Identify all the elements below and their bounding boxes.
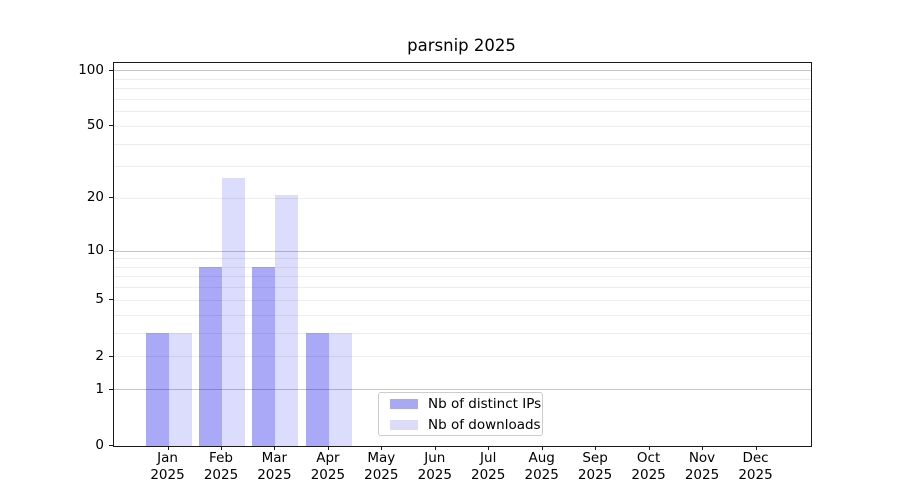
gridline-minor-60 — [114, 111, 811, 113]
bar-distinct-ips-apr — [305, 333, 329, 446]
legend-swatch-downloads — [390, 419, 418, 430]
y-tick-label-0: 0 — [95, 437, 104, 453]
x-tick-mark — [274, 446, 276, 450]
x-tick-label-jan: Jan 2025 — [150, 450, 185, 483]
plot-area — [113, 62, 812, 447]
gridline-minor-6 — [114, 287, 811, 289]
y-tick-label-2: 2 — [95, 347, 104, 364]
gridline-minor-9 — [114, 258, 811, 260]
bar-distinct-ips-feb — [199, 267, 222, 446]
x-tick-label-aug: Aug 2025 — [524, 450, 559, 483]
y-tick-mark — [109, 388, 113, 390]
x-tick-label-oct: Oct 2025 — [631, 450, 666, 483]
x-tick-label-mar: Mar 2025 — [257, 450, 292, 483]
x-tick-label-feb: Feb 2025 — [203, 450, 239, 483]
y-tick-label-100: 100 — [78, 61, 104, 78]
gridline-minor-40 — [114, 143, 811, 145]
y-tick-label-20: 20 — [86, 189, 104, 206]
gridline-major-10 — [114, 250, 811, 252]
gridline-minor-3 — [114, 332, 811, 334]
x-tick-label-apr: Apr 2025 — [310, 450, 346, 483]
legend-label-distinct-ips: Nb of distinct IPs — [428, 395, 542, 412]
y-tick-mark — [109, 299, 113, 301]
x-tick-mark — [221, 446, 222, 450]
x-tick-label-dec: Dec 2025 — [738, 450, 773, 483]
y-tick-label-10: 10 — [86, 242, 104, 258]
legend: Nb of distinct IPs Nb of downloads — [378, 392, 543, 436]
y-tick-mark — [109, 355, 113, 357]
legend-label-downloads: Nb of downloads — [428, 416, 541, 433]
x-tick-mark — [541, 446, 543, 450]
x-tick-mark — [648, 446, 650, 450]
bar-distinct-ips-jan — [145, 333, 169, 446]
bar-downloads-feb — [222, 178, 245, 446]
y-tick-mark — [109, 197, 113, 199]
x-tick-label-may: May 2025 — [364, 450, 399, 483]
x-tick-mark — [595, 446, 597, 450]
bar-downloads-mar — [275, 194, 299, 446]
x-tick-label-nov: Nov 2025 — [684, 450, 720, 483]
gridline-minor-20 — [114, 197, 811, 199]
bar-downloads-jan — [168, 333, 192, 446]
gridline-minor-5 — [114, 299, 811, 301]
y-tick-mark — [109, 69, 113, 71]
chart-title: parsnip 2025 — [407, 36, 516, 55]
gridline-minor-80 — [114, 88, 811, 90]
legend-item-downloads: Nb of downloads — [379, 417, 542, 433]
gridline-minor-4 — [114, 314, 811, 316]
x-tick-label-jul: Jul 2025 — [471, 450, 506, 483]
gridline-minor-7 — [114, 276, 811, 278]
y-tick-label-5: 5 — [95, 291, 104, 308]
gridline-minor-90 — [114, 78, 811, 80]
bar-downloads-apr — [328, 333, 352, 446]
gridline-minor-50 — [114, 125, 811, 127]
gridline-minor-8 — [114, 266, 811, 268]
y-tick-label-1: 1 — [95, 380, 104, 397]
gridline-major-100 — [114, 70, 811, 72]
x-tick-mark — [327, 446, 329, 450]
x-tick-mark — [434, 446, 436, 450]
x-tick-label-sep: Sep 2025 — [577, 450, 613, 483]
legend-swatch-distinct-ips — [390, 398, 418, 409]
x-tick-mark — [488, 446, 490, 450]
legend-item-distinct-ips: Nb of distinct IPs — [379, 396, 542, 412]
y-tick-mark — [109, 445, 113, 446]
gridline-major-1 — [114, 389, 811, 391]
y-tick-label-50: 50 — [86, 117, 104, 134]
y-tick-mark — [109, 125, 113, 127]
x-tick-mark — [755, 446, 757, 450]
x-tick-mark — [381, 446, 383, 450]
x-tick-label-jun: Jun 2025 — [417, 450, 452, 483]
y-tick-mark — [109, 250, 113, 251]
bar-distinct-ips-mar — [252, 267, 276, 446]
x-tick-mark — [167, 446, 169, 450]
x-tick-mark — [702, 446, 703, 450]
gridline-minor-2 — [114, 356, 811, 358]
gridline-minor-30 — [114, 166, 811, 168]
gridline-minor-70 — [114, 98, 811, 100]
